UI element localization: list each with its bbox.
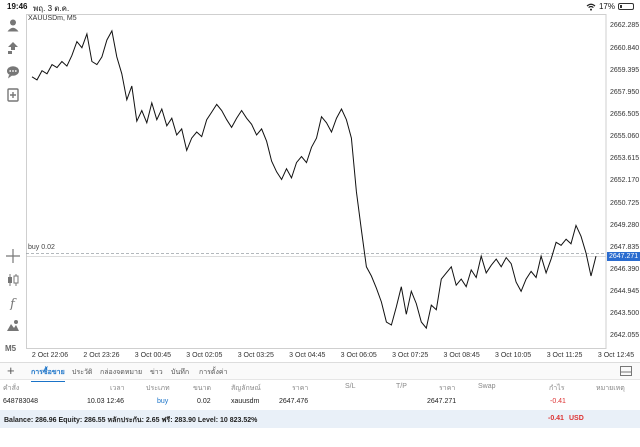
price-tick-label: 2659.395 bbox=[610, 66, 640, 74]
crosshair-icon[interactable] bbox=[5, 248, 21, 264]
time-tick-label: 3 Oct 06:05 bbox=[340, 352, 377, 359]
balance-bar: Balance: 286.96 Equity: 286.55 หลักประกั… bbox=[0, 410, 640, 428]
price-tick-label: 2644.945 bbox=[610, 288, 640, 296]
price-tick-label: 2646.390 bbox=[610, 266, 640, 273]
time-tick-label: 3 Oct 00:45 bbox=[134, 352, 172, 359]
table-row[interactable]: 648783048 10.03 12:46 buy 0.02 xauusdm 2… bbox=[0, 394, 640, 409]
tab-journal[interactable]: บันทึก bbox=[171, 369, 190, 376]
wifi-icon bbox=[586, 3, 596, 11]
price-tick-label: 2649.280 bbox=[610, 221, 640, 229]
col-symbol: สัญลักษณ์ bbox=[231, 385, 261, 392]
price-tick-label: 2650.725 bbox=[610, 199, 640, 207]
price-tick-label: 2652.170 bbox=[610, 177, 640, 185]
add-indicator-icon[interactable] bbox=[5, 87, 21, 103]
col-volume: ขนาด bbox=[193, 385, 212, 392]
price-tick-label: 2642.055 bbox=[610, 332, 640, 340]
account-icon[interactable] bbox=[5, 17, 21, 33]
price-tick-label: 2656.505 bbox=[610, 111, 640, 119]
position-line-label[interactable]: buy 0.02 bbox=[28, 244, 55, 251]
col-order: คำสั่ง bbox=[3, 385, 20, 392]
battery-icon bbox=[618, 3, 634, 10]
chart-symbol: XAUUSDm, M5 bbox=[28, 15, 77, 22]
row-profit: -0.41 bbox=[550, 398, 566, 405]
time-tick-label: 3 Oct 08:45 bbox=[443, 352, 480, 359]
time-tick-label: 3 Oct 12:45 bbox=[597, 352, 635, 359]
profit-currency: USD bbox=[569, 415, 584, 422]
tab-news[interactable]: ข่าว bbox=[150, 369, 163, 376]
row-type: buy bbox=[157, 398, 169, 405]
time-tick-label: 3 Oct 02:05 bbox=[186, 352, 223, 359]
orders-table-header: คำสั่ง เวลา ประเภท ขนาด สัญลักษณ์ ราคา S… bbox=[0, 379, 640, 394]
col-tp: T/P bbox=[396, 383, 407, 390]
time-tick-label: 3 Oct 11:25 bbox=[546, 352, 583, 359]
new-order-button[interactable]: + bbox=[7, 363, 15, 378]
battery-percent: 17% bbox=[598, 2, 615, 11]
row-symbol: xauusdm bbox=[231, 398, 260, 405]
tab-history[interactable]: ประวัติ bbox=[72, 369, 93, 376]
col-price: ราคา bbox=[439, 385, 456, 392]
price-tick-label: 2647.835 bbox=[610, 243, 640, 251]
row-order: 648783048 bbox=[3, 398, 39, 405]
trade-arrows-icon[interactable] bbox=[5, 40, 21, 56]
objects-icon[interactable] bbox=[5, 318, 21, 334]
left-toolbar: f M5 bbox=[0, 14, 26, 359]
balance-summary: Balance: 286.96 Equity: 286.55 หลักประกั… bbox=[4, 417, 258, 424]
row-current-price: 2647.271 bbox=[427, 398, 457, 405]
tab-trade[interactable]: การซื้อขาย bbox=[31, 369, 65, 382]
price-tick-label: 2657.950 bbox=[610, 88, 640, 96]
price-chart[interactable]: XAUUSDm, M5 buy 0.02 2662.285 2660.840 265… bbox=[26, 14, 640, 362]
status-date: พฤ. 3 ต.ค. bbox=[33, 4, 70, 13]
time-tick-label: 3 Oct 07:25 bbox=[392, 352, 429, 359]
row-time: 10.03 12:46 bbox=[87, 398, 124, 405]
chart-canvas bbox=[26, 14, 607, 349]
price-tick-label: 2662.285 bbox=[610, 22, 640, 30]
col-type: ประเภท bbox=[146, 385, 170, 392]
col-time: เวลา bbox=[110, 385, 125, 392]
panel-toggle-icon[interactable] bbox=[620, 366, 632, 376]
price-tick-label: 2643.500 bbox=[610, 310, 640, 318]
status-bar: 19:46 พฤ. 3 ต.ค. 17% bbox=[0, 0, 640, 14]
time-tick-label: 2 Oct 22:06 bbox=[31, 352, 69, 359]
row-volume: 0.02 bbox=[197, 398, 211, 405]
time-tick-label: 2 Oct 23:26 bbox=[83, 352, 120, 359]
terminal-tabs: + การซื้อขาย ประวัติ กล่องจดหมาย ข่าว บั… bbox=[0, 362, 640, 382]
current-price-tag: 2647.271 bbox=[607, 252, 640, 262]
col-open-price: ราคา bbox=[292, 385, 309, 392]
status-right: 17% bbox=[586, 2, 634, 11]
price-tick-label: 2655.060 bbox=[610, 133, 640, 141]
col-swap: Swap bbox=[478, 383, 496, 390]
price-tick-label: 2660.840 bbox=[610, 44, 640, 52]
tab-settings[interactable]: การตั้งค่า bbox=[199, 369, 228, 376]
time-tick-label: 3 Oct 03:25 bbox=[237, 352, 274, 359]
timeframe-label[interactable]: M5 bbox=[5, 344, 17, 353]
col-sl: S/L bbox=[345, 383, 356, 390]
price-tick-label: 2653.615 bbox=[610, 155, 640, 163]
tab-mailbox[interactable]: กล่องจดหมาย bbox=[100, 369, 143, 376]
price-series-line bbox=[31, 29, 597, 330]
chat-icon[interactable] bbox=[5, 64, 21, 80]
svg-text:f: f bbox=[9, 297, 17, 310]
candles-icon[interactable] bbox=[5, 272, 21, 288]
status-time: 19:46 bbox=[7, 2, 28, 11]
plot-frame bbox=[26, 14, 607, 349]
total-profit: -0.41 bbox=[548, 415, 564, 422]
col-profit: กำไร bbox=[549, 385, 565, 392]
time-tick-label: 3 Oct 10:05 bbox=[494, 352, 532, 359]
function-icon[interactable]: f bbox=[5, 295, 21, 311]
row-open-price: 2647.476 bbox=[279, 398, 309, 405]
time-tick-label: 3 Oct 04:45 bbox=[289, 352, 326, 359]
col-comment: หมายเหตุ bbox=[596, 385, 625, 392]
